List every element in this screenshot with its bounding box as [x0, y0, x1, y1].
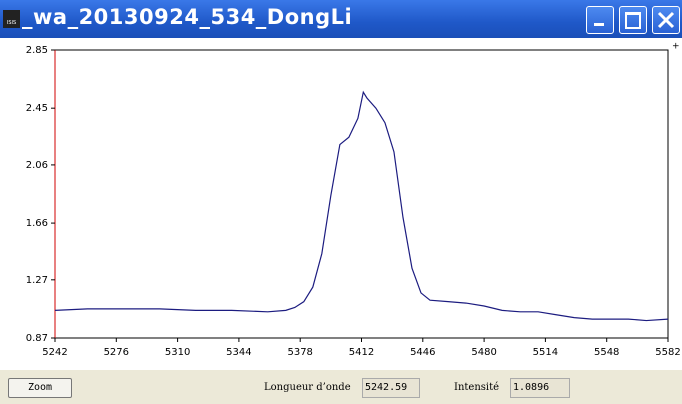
y-tick-label: 0.87	[26, 333, 48, 344]
x-tick-label: 5480	[471, 347, 496, 358]
wavelength-field[interactable]: 5242.59	[362, 378, 420, 398]
x-tick-label: 5446	[410, 347, 435, 358]
x-tick-label: 5378	[287, 347, 312, 358]
close-button[interactable]	[652, 6, 680, 34]
x-tick-label: 5242	[42, 347, 67, 358]
wavelength-label: Longueur d’onde	[264, 382, 351, 393]
maximize-button[interactable]	[619, 6, 647, 34]
x-tick-label: 5412	[349, 347, 374, 358]
y-tick-label: 1.27	[26, 275, 48, 286]
x-tick-label: 5276	[104, 347, 129, 358]
minimize-button[interactable]	[586, 6, 614, 34]
intensity-label: Intensité	[454, 382, 500, 393]
intensity-field[interactable]: 1.0896	[510, 378, 570, 398]
app-icon: ISIS	[3, 10, 20, 28]
spectrum-line	[54, 90, 669, 322]
x-tick-label: 5310	[165, 347, 190, 358]
y-tick-label: 1.66	[26, 218, 48, 229]
control-panel: Zoom Longueur d’onde 5242.59 Intensité 1…	[0, 370, 682, 404]
zoom-button[interactable]: Zoom	[8, 378, 72, 398]
y-tick-label: 2.06	[26, 160, 48, 171]
close-icon	[657, 11, 675, 29]
x-tick-label: 5548	[594, 347, 619, 358]
chart: + 0.87 1.27 1.66 2.06 2.45 2.85 5242 5276 5310 53…	[26, 42, 681, 359]
cursor-marker: +	[672, 42, 680, 52]
title-bar: ISIS _wa_20130924_534_DongLi	[0, 0, 682, 38]
x-tick-label: 5582	[655, 347, 680, 358]
x-tick-label: 5344	[226, 347, 251, 358]
y-tick-label: 2.45	[26, 103, 48, 114]
plot-frame	[54, 49, 669, 339]
x-tick-label: 5514	[533, 347, 558, 358]
window-title: _wa_20130924_534_DongLi	[22, 5, 353, 29]
y-tick-label: 2.85	[26, 45, 48, 56]
